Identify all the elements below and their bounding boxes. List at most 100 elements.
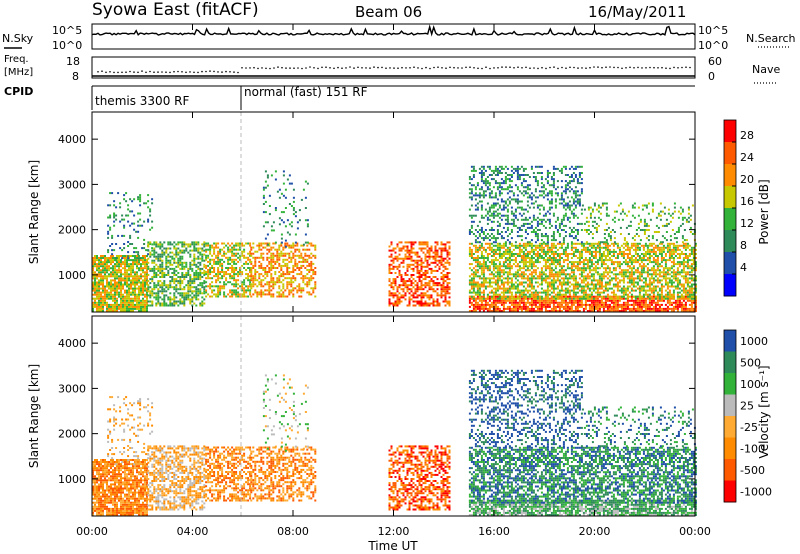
power-cell [644, 303, 647, 306]
power-cell [136, 281, 138, 284]
power-cell [262, 252, 265, 255]
power-cell [133, 214, 136, 217]
power-cell [245, 289, 248, 292]
power-cell [177, 276, 180, 278]
power-cell [514, 291, 517, 294]
power-cell [111, 236, 114, 239]
power-cell [144, 263, 146, 266]
power-cell [112, 255, 114, 257]
power-cell [574, 283, 577, 286]
power-cell [207, 273, 210, 276]
power-cell [266, 289, 269, 292]
power-cell [506, 279, 509, 282]
power-cell [284, 262, 287, 265]
power-cell [300, 198, 303, 201]
power-cell [128, 297, 130, 300]
power-cell [264, 271, 267, 273]
power-cell [189, 284, 192, 287]
power-cell [620, 305, 623, 308]
power-cell [217, 287, 220, 290]
power-cell [410, 263, 413, 266]
power-cell [532, 307, 535, 310]
power-cell [436, 284, 439, 287]
power-cell [438, 304, 441, 307]
power-cell [195, 292, 198, 295]
power-cell [422, 284, 425, 287]
power-cell [280, 211, 283, 214]
power-cell [149, 210, 152, 213]
power-cell [472, 277, 475, 280]
power-cell [504, 299, 507, 302]
power-cell [448, 263, 451, 266]
power-cell [189, 243, 192, 246]
power-cell [173, 304, 176, 307]
power-cell [656, 301, 659, 304]
power-cell [586, 273, 589, 276]
power-cell [524, 257, 527, 259]
power-cell [404, 282, 407, 285]
power-cell [400, 274, 403, 276]
power-cell [130, 287, 132, 290]
power-cell [490, 273, 493, 276]
power-cell [500, 297, 503, 300]
power-cell [179, 278, 182, 281]
power-cell [426, 284, 429, 287]
power-cell [542, 291, 545, 294]
power-cell [118, 265, 120, 268]
power-cell [404, 274, 407, 276]
nave-point [425, 66, 427, 69]
power-cell [478, 263, 481, 266]
power-cell [132, 259, 134, 262]
power-cell [580, 267, 583, 270]
power-cell [496, 307, 499, 310]
power-cell [161, 284, 164, 287]
power-cell [146, 301, 148, 304]
power-cell [438, 259, 441, 262]
power-cell [550, 259, 553, 262]
power-cell [510, 307, 513, 310]
power-cell [572, 265, 575, 268]
power-cell [118, 259, 120, 262]
power-cell [416, 267, 419, 270]
power-cell [201, 253, 204, 256]
power-cell [544, 259, 547, 262]
power-cell [284, 289, 287, 292]
power-cell [165, 302, 168, 305]
power-cell [496, 293, 499, 296]
power-cell [114, 285, 116, 288]
power-cell [512, 273, 515, 276]
power-cell [582, 265, 585, 268]
power-cell [496, 259, 499, 262]
power-cell [540, 303, 543, 306]
power-cell [304, 180, 307, 183]
power-cell [420, 298, 423, 301]
power-cell [544, 291, 547, 294]
power-cell [504, 248, 507, 251]
nave-point [473, 67, 475, 69]
power-cell [684, 307, 687, 310]
power-cell [406, 286, 409, 289]
power-cell [566, 244, 569, 247]
power-cell [390, 284, 393, 287]
power-cell [203, 288, 206, 291]
power-cell [594, 271, 597, 274]
nave-point [337, 66, 339, 69]
power-cell [490, 255, 493, 257]
power-cell [508, 257, 511, 259]
power-cell [628, 307, 631, 310]
power-cell [187, 245, 190, 248]
power-cell [282, 271, 285, 273]
power-cell [169, 276, 172, 278]
power-cell [476, 246, 479, 249]
power-cell [480, 244, 483, 247]
power-cell [420, 304, 423, 307]
power-cell [213, 267, 216, 269]
power-cell [98, 301, 100, 304]
power-cell [590, 253, 593, 255]
power-cell [574, 242, 577, 245]
power-cell [163, 302, 166, 305]
power-cell [183, 288, 186, 291]
power-cell [280, 267, 283, 269]
power-cell [440, 247, 443, 250]
power-cell [124, 277, 126, 280]
